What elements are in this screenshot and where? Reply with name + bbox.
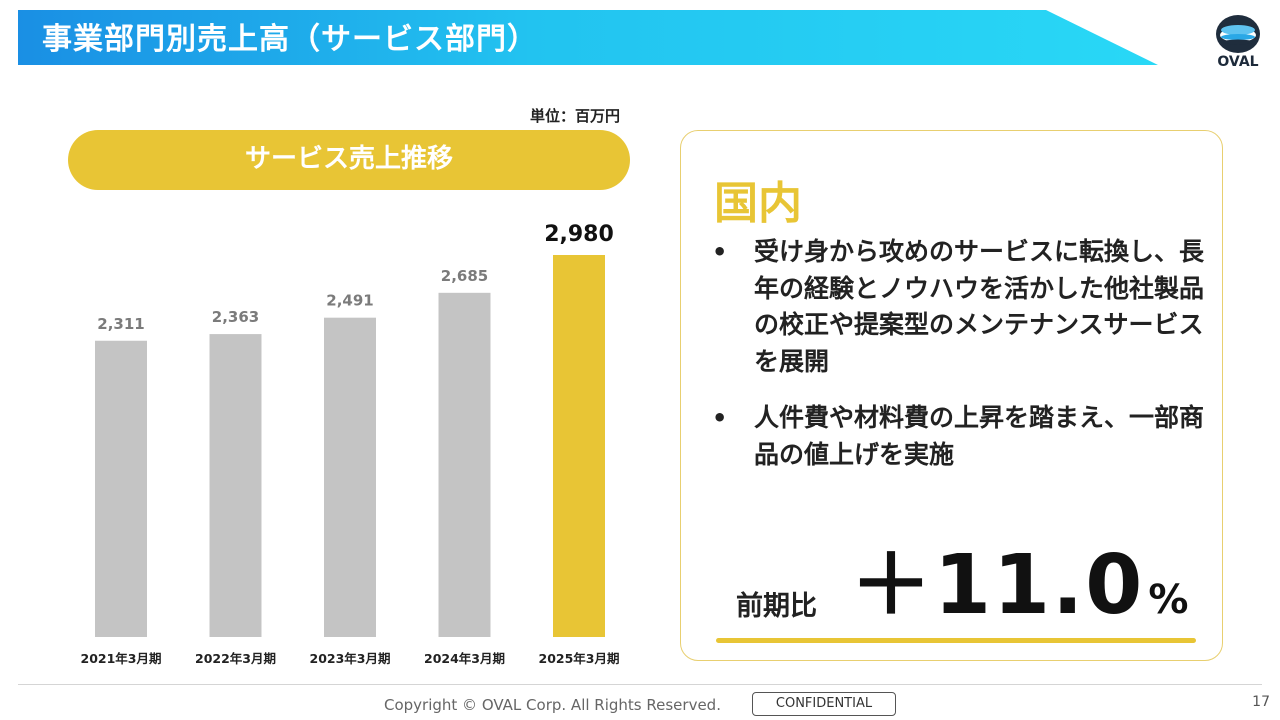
bullet-dot-icon: • [712, 404, 728, 432]
category-label-2: 2023年3月期 [310, 651, 391, 666]
logo-text: OVAL [1217, 54, 1259, 70]
domestic-panel [680, 130, 1223, 661]
bar-value-label-2: 2,491 [326, 292, 373, 310]
bar-0 [95, 340, 147, 637]
bar-value-label-0: 2,311 [97, 315, 144, 333]
copyright-text: Copyright © OVAL Corp. All Rights Reserv… [384, 696, 721, 714]
bar-4 [553, 255, 605, 637]
bullet-text: 人件費や材料費の上昇を踏まえ、一部商品の値上げを実施 [754, 403, 1205, 469]
category-label-1: 2022年3月期 [195, 651, 276, 666]
unit-label: 単位：百万円 [529, 107, 620, 125]
bullet-item: • 受け身から攻めのサービスに転換し、長年の経験とノウハウを活かした他社製品の校正… [712, 234, 1217, 380]
comparison-unit: % [1148, 577, 1191, 623]
footer-divider [18, 684, 1262, 685]
panel-heading: 国内 [714, 178, 802, 229]
confidential-badge: CONFIDENTIAL [752, 692, 896, 716]
bar-value-label-3: 2,685 [441, 267, 488, 285]
comparison-value: ＋11.0% [850, 536, 1190, 650]
bullet-text: 受け身から攻めのサービスに転換し、長年の経験とノウハウを活かした他社製品の校正や… [754, 237, 1205, 376]
bullet-dot-icon: • [712, 238, 728, 266]
comparison-label: 前期比 [736, 591, 817, 622]
bar-1 [209, 334, 262, 637]
category-label-4: 2025年3月期 [539, 651, 620, 666]
bar-2 [324, 317, 376, 637]
title-banner [18, 10, 1158, 65]
chart-title-pill: サービス売上推移 [68, 130, 630, 190]
category-label-0: 2021年3月期 [81, 651, 162, 666]
bar-value-label-1: 2,363 [212, 308, 259, 326]
oval-logo-icon [1216, 15, 1260, 53]
page-title: 事業部門別売上高（サービス部門） [42, 22, 538, 57]
page-number: 17 [1252, 694, 1270, 710]
bar-3 [438, 292, 491, 637]
comparison-number: ＋11.0 [850, 538, 1145, 633]
bullet-list: • 受け身から攻めのサービスに転換し、長年の経験とノウハウを活かした他社製品の校正… [712, 234, 1217, 473]
bullet-item: • 人件費や材料費の上昇を踏まえ、一部商品の値上げを実施 [712, 400, 1217, 473]
sales-bar-chart: 2,311 2021年3月期 2,363 2022年3月期 2,491 2023年3月期 2… [81, 222, 620, 666]
category-label-3: 2024年3月期 [424, 651, 505, 666]
comparison-underline [716, 638, 1196, 643]
bar-value-label-4: 2,980 [544, 222, 614, 247]
